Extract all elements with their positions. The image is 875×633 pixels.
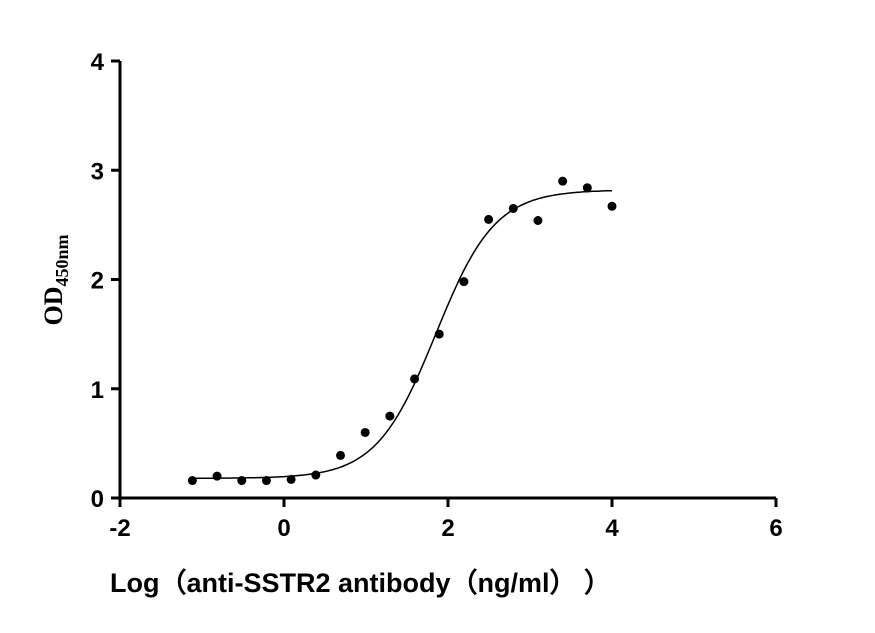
x-tick-label: 2 bbox=[441, 515, 454, 542]
data-point bbox=[607, 201, 617, 211]
data-point bbox=[335, 450, 345, 460]
data-points bbox=[187, 176, 617, 486]
y-tick-label: 0 bbox=[91, 486, 104, 513]
x-axis-label: Log（anti-SSTR2 antibody（ng/ml） ） bbox=[110, 568, 611, 598]
data-point bbox=[558, 176, 568, 186]
y-tick-label: 4 bbox=[91, 49, 105, 76]
y-axis-label-subscript: 450nm bbox=[52, 234, 72, 286]
data-point bbox=[237, 476, 247, 486]
x-tick-label: 4 bbox=[605, 515, 619, 542]
data-point bbox=[360, 427, 370, 437]
data-point bbox=[582, 183, 592, 193]
data-point bbox=[187, 476, 197, 486]
fit-curve bbox=[192, 189, 612, 480]
data-point bbox=[434, 329, 444, 339]
data-point bbox=[459, 277, 469, 287]
data-point bbox=[311, 470, 321, 480]
data-point bbox=[261, 476, 271, 486]
x-tick-label: -2 bbox=[109, 515, 130, 542]
data-point bbox=[385, 411, 395, 421]
y-axis-label-main: OD bbox=[39, 287, 68, 326]
y-tick-label: 1 bbox=[91, 377, 104, 404]
data-point bbox=[484, 214, 494, 224]
x-tick-label: 6 bbox=[769, 515, 782, 542]
data-point bbox=[508, 203, 518, 213]
data-point bbox=[533, 216, 543, 226]
data-point bbox=[410, 374, 420, 384]
data-point bbox=[212, 471, 222, 481]
x-tick-label: 0 bbox=[277, 515, 290, 542]
y-tick-label: 2 bbox=[91, 268, 104, 295]
y-tick-label: 3 bbox=[91, 158, 104, 185]
data-point bbox=[286, 474, 296, 484]
fit-curve-group bbox=[192, 189, 612, 480]
y-axis-label: OD450nm bbox=[39, 234, 72, 325]
